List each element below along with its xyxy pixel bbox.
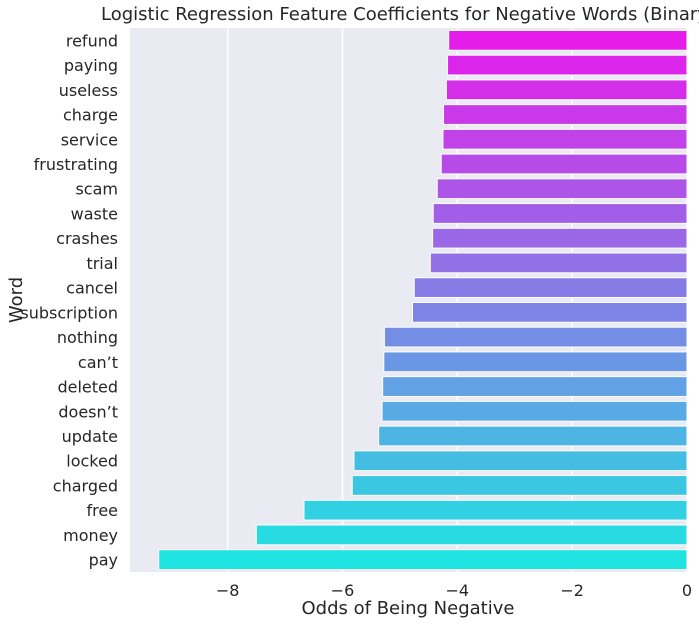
chart-title: Logistic Regression Feature Coefficients… [101,4,699,25]
bar-15 [381,400,688,422]
x-tick-label: 0 [682,581,692,600]
bar-2 [445,79,688,101]
y-tick-label: crashes [56,229,118,248]
x-tick-label: −2 [560,581,584,600]
bar-21 [158,549,688,571]
x-tick-label: −6 [331,581,355,600]
bar-20 [255,524,688,546]
y-tick-label: free [86,501,118,520]
y-tick-label: pay [89,551,118,570]
y-tick-label: waste [71,204,118,223]
bar-14 [382,376,688,397]
bar-19 [303,499,688,521]
y-tick-label: refund [66,31,118,50]
y-tick-label: update [62,427,118,446]
y-tick-label: charged [53,476,118,495]
y-tick-label: subscription [20,303,118,322]
bar-10 [413,277,688,299]
y-tick-label: cancel [66,279,118,298]
y-tick-label: service [61,130,118,149]
y-tick-labels: refund paying useless charge service frustrat… [20,31,118,569]
bar-13 [383,351,688,373]
y-tick-label: scam [75,180,118,199]
x-axis-label: Odds of Being Negative [302,598,515,619]
y-axis-label: Word [6,277,27,323]
bar-18 [351,475,688,496]
y-tick-label: doesn’t [58,402,118,421]
y-tick-label: nothing [57,328,118,347]
bar-6 [436,178,688,200]
bar-12 [383,326,688,348]
bar-5 [440,153,688,175]
bar-8 [432,227,688,249]
bar-3 [443,104,688,125]
y-tick-label: useless [59,81,118,100]
bar-4 [442,128,688,150]
y-tick-label: deleted [57,378,118,397]
y-tick-label: money [63,526,118,545]
y-tick-label: trial [86,254,118,273]
bar-7 [432,203,688,224]
bars [158,29,688,571]
y-tick-label: frustrating [34,155,118,174]
bar-16 [378,425,688,447]
y-tick-label: can’t [78,353,118,372]
x-tick-labels: −8 −6 −4 −2 0 [216,581,692,600]
bar-11 [412,301,688,323]
y-tick-label: paying [64,56,118,75]
bar-17 [353,450,688,472]
x-tick-label: −8 [216,581,240,600]
bar-9 [429,252,688,274]
y-tick-label: charge [63,106,118,125]
bar-0 [448,29,688,51]
y-tick-label: locked [66,452,118,471]
bar-1 [447,54,688,76]
x-tick-label: −4 [446,581,470,600]
